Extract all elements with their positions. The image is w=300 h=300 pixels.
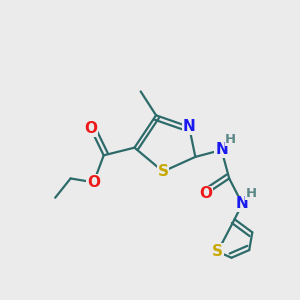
Text: O: O	[84, 121, 97, 136]
Text: O: O	[200, 186, 213, 201]
Text: S: S	[212, 244, 223, 259]
Text: N: N	[236, 196, 249, 211]
Text: H: H	[225, 133, 236, 146]
Text: S: S	[158, 164, 169, 179]
Text: O: O	[87, 175, 100, 190]
Text: N: N	[183, 119, 196, 134]
Text: H: H	[246, 187, 257, 200]
Text: N: N	[215, 142, 228, 158]
